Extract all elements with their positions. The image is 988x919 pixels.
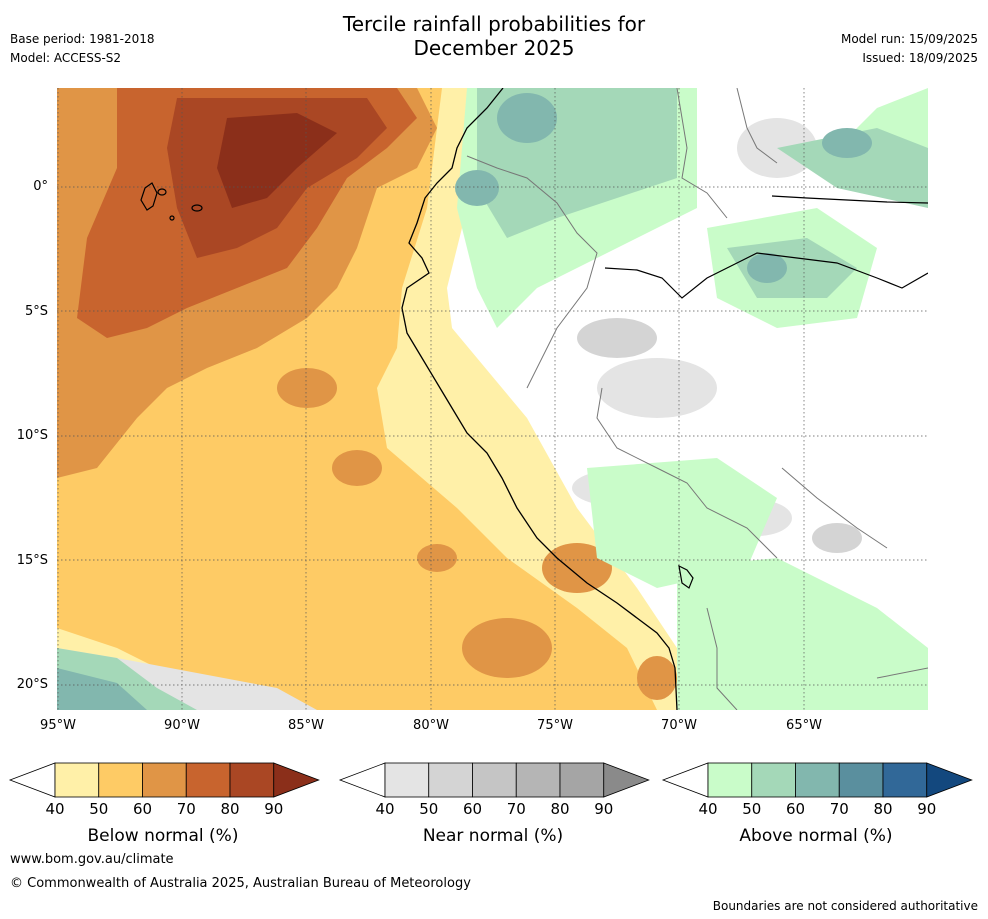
lat-label-0: 0° [33, 179, 48, 194]
colorbar-0-low-arrow [8, 762, 56, 798]
colorbar-0-segment-4 [229, 762, 275, 798]
lon-label-85w: 85°W [288, 718, 324, 733]
model-name: Model: ACCESS-S2 [10, 51, 122, 65]
coastline [401, 88, 678, 710]
rio-negro [771, 195, 928, 204]
colorbar-2-segment-2 [795, 762, 840, 798]
colorbar-0-tick-40: 40 [45, 800, 65, 818]
model-run: Model run: 15/09/2025 [840, 32, 978, 46]
lon-label-65w: 65°W [786, 718, 822, 733]
probability-map [57, 88, 928, 710]
lat-label-10s: 10°S [16, 428, 48, 443]
colorbar-1-segment-1 [428, 762, 473, 798]
colorbar-0-tick-70: 70 [176, 800, 196, 818]
lat-label-5s: 5°S [24, 304, 48, 319]
lon-label-80w: 80°W [413, 718, 449, 733]
colorbar-1-segment-4 [559, 762, 605, 798]
colorbar-2-tick-70: 70 [829, 800, 849, 818]
below-normal-field [57, 88, 682, 710]
colorbar-0-segment-1 [98, 762, 143, 798]
galapagos-islands [140, 182, 203, 221]
title-line-1: Tercile rainfall probabilities for [342, 12, 646, 36]
colorbar-1-segment-3 [515, 762, 561, 798]
colorbars [8, 762, 973, 798]
title-line-2: December 2025 [413, 36, 575, 60]
lon-label-95w: 95°W [40, 718, 76, 733]
colorbar-1-tick-70: 70 [506, 800, 526, 818]
colorbar-1-tick-90: 90 [594, 800, 614, 818]
disclaimer: Boundaries are not considered authoritat… [712, 899, 978, 913]
colorbar-2-segment-0 [707, 762, 753, 798]
colorbar-title-below: Below normal (%) [87, 826, 239, 846]
colorbar-0-tick-50: 50 [89, 800, 109, 818]
amazon-river [604, 252, 928, 299]
colorbar-2-segment-3 [838, 762, 884, 798]
lon-label-90w: 90°W [164, 718, 200, 733]
issued-date: Issued: 18/09/2025 [862, 51, 978, 65]
colorbar-0-tick-60: 60 [132, 800, 153, 818]
colorbar-1-segment-0 [384, 762, 430, 798]
graticule [57, 88, 928, 710]
lake-titicaca [678, 564, 694, 589]
colorbar-0-high-arrow [273, 762, 320, 798]
lat-label-20s: 20°S [16, 677, 48, 692]
colorbar-title-above: Above normal (%) [739, 826, 893, 846]
colorbar-1-tick-80: 80 [550, 800, 570, 818]
colorbar-0-segment-2 [142, 762, 187, 798]
colorbar-2-tick-60: 60 [785, 800, 806, 818]
colorbar-2-tick-90: 90 [917, 800, 937, 818]
colorbar-2-segment-1 [751, 762, 796, 798]
colorbar-1-segment-2 [472, 762, 517, 798]
map-title: Tercile rainfall probabilities for Decem… [0, 12, 988, 60]
lon-label-70w: 70°W [661, 718, 697, 733]
base-period: Base period: 1981-2018 [10, 32, 155, 46]
colorbar-2-tick-40: 40 [698, 800, 718, 818]
website-link[interactable]: www.bom.gov.au/climate [10, 852, 174, 867]
lon-label-75w: 75°W [537, 718, 573, 733]
colorbar-1-low-arrow [338, 762, 386, 798]
colorbar-title-near: Near normal (%) [422, 826, 564, 846]
colorbar-1-high-arrow [603, 762, 650, 798]
colorbar-2-tick-80: 80 [873, 800, 893, 818]
colorbar-0-tick-90: 90 [264, 800, 284, 818]
colorbar-1-tick-40: 40 [375, 800, 395, 818]
colorbar-2-segment-4 [882, 762, 928, 798]
colorbar-1-tick-60: 60 [462, 800, 483, 818]
country-boundaries [466, 88, 928, 710]
colorbar-2-low-arrow [661, 762, 709, 798]
colorbar-0-tick-80: 80 [220, 800, 240, 818]
colorbar-0-segment-3 [185, 762, 231, 798]
copyright: © Commonwealth of Australia 2025, Austra… [10, 876, 471, 891]
colorbar-1-tick-50: 50 [419, 800, 439, 818]
colorbar-0-segment-0 [54, 762, 100, 798]
colorbar-2-tick-50: 50 [742, 800, 762, 818]
colorbar-2-high-arrow [926, 762, 973, 798]
lat-label-15s: 15°S [16, 553, 48, 568]
